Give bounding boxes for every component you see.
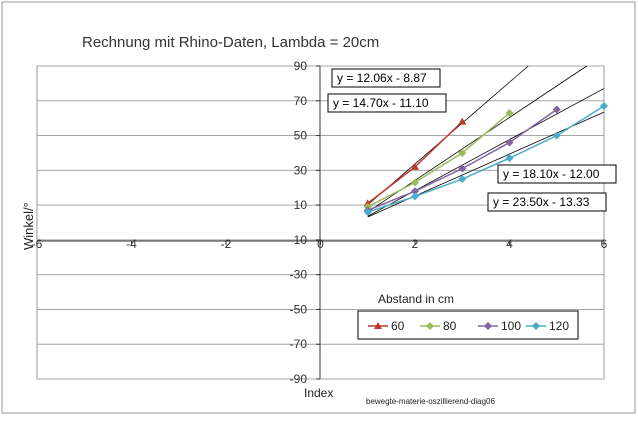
data-point [532,322,540,330]
equation-box [331,68,441,88]
tick-labels: -90 -70 -50 -30 -10 10 30 50 70 90 -6 -4 -2 0 2 4 6 [32,59,608,386]
data-point [484,322,492,330]
series-line-120 [367,105,605,213]
equation-label: y = 23.50x - 13.33 [493,195,590,209]
series-group [363,101,608,217]
legend-entry: 60 [391,319,405,333]
x-axis-label: Index [304,386,333,400]
data-point [426,322,434,330]
y-tick-label: -30 [290,268,308,282]
data-point [411,162,419,170]
y-axis-label: Winkel/° [21,202,36,250]
data-point [458,117,467,125]
data-point [458,175,467,184]
legend-entry: 120 [549,319,569,333]
legend-title: Abstand in cm [378,292,454,306]
footnote: bewegte-materie-oszillierend-diag06 [366,397,496,406]
y-tick-label: -70 [290,337,308,351]
data-point [552,131,561,140]
equation-label: y = 14.70x - 11.10 [333,96,429,110]
y-tick-label: 70 [294,94,308,108]
data-point [363,208,372,217]
data-point [552,105,561,114]
data-point [505,138,514,147]
legend-box [357,310,579,340]
equation-label: y = 18.10x - 12.00 [503,167,600,181]
equation-box [327,93,447,113]
equation-label: y = 12.06x - 8.87 [337,71,427,85]
y-tick-label: 90 [294,59,308,73]
legend-entry: 100 [501,319,521,333]
y-tick-label: -90 [290,372,308,386]
x-tick-label: -6 [32,237,43,251]
data-point [458,148,467,157]
x-tick-label: 4 [506,237,513,251]
data-point [458,164,467,173]
legend: 60 80 100 120 [357,310,579,340]
x-tick-label: 0 [317,237,324,251]
data-point [505,108,514,117]
y-tick-label: 30 [294,163,308,177]
legend-entry: 80 [443,319,457,333]
data-point [600,101,608,110]
data-point [411,178,419,187]
data-point [411,187,419,196]
equation-box [487,192,607,212]
x-tick-label: 2 [412,237,419,251]
chart-title: Rechnung mit Rhino-Daten, Lambda = 20cm [82,34,379,51]
x-tick-label: 6 [601,237,608,251]
y-tick-label: -10 [290,233,308,247]
equation-labels: y = 12.06x - 8.87 y = 14.70x - 11.10 y = 1… [327,68,617,212]
data-point [374,322,382,329]
data-point [505,154,514,163]
x-tick-label: -4 [126,237,137,251]
data-point [411,192,419,201]
y-tick-label: 10 [294,198,308,212]
x-tick-label: -2 [221,237,232,251]
y-tick-label: -50 [290,302,308,316]
equation-box [497,164,617,184]
series-line-80 [367,112,510,208]
y-tick-label: 50 [294,129,308,143]
